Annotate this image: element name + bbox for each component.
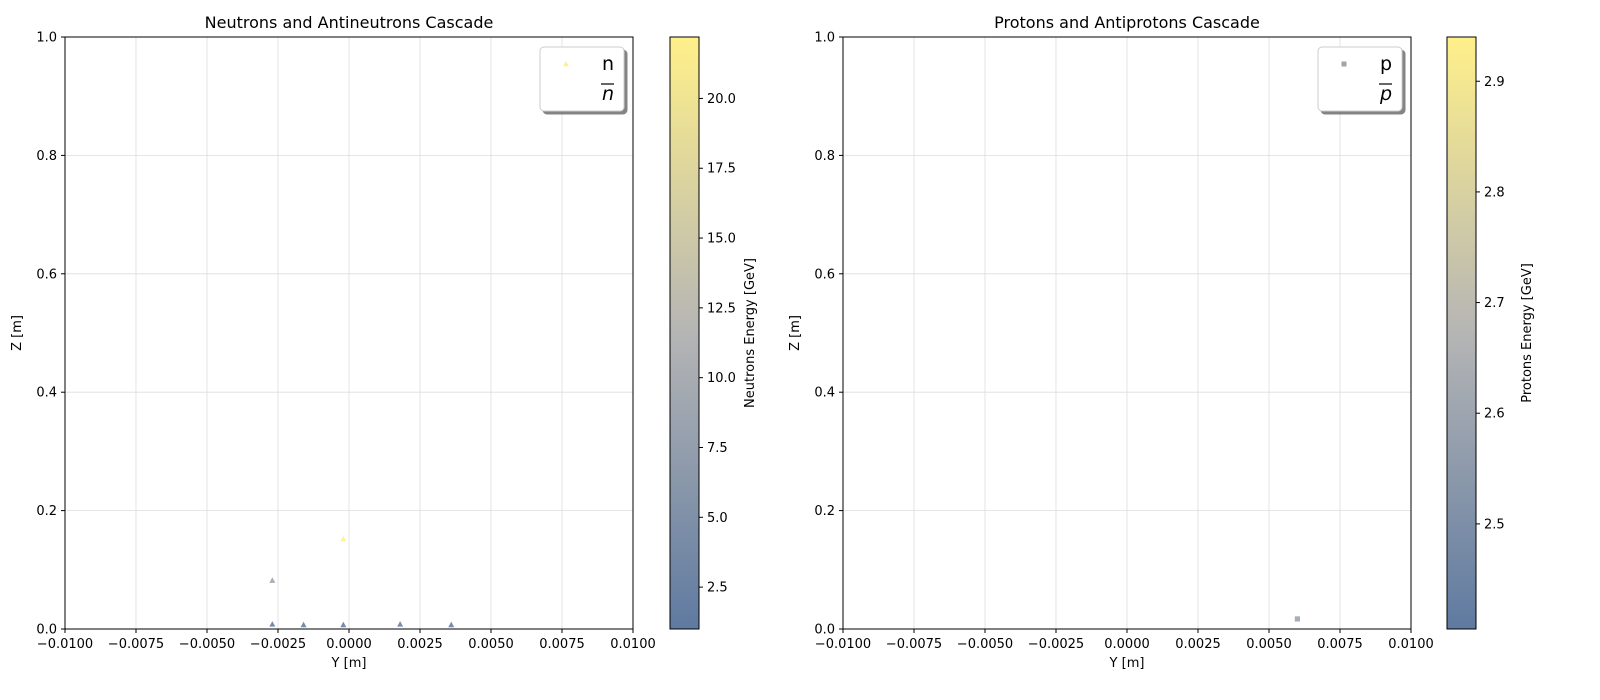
legend: pp <box>1317 46 1403 112</box>
y-tick-label: 0.6 <box>36 267 57 282</box>
x-tick-label: 0.0100 <box>1388 637 1434 652</box>
y-tick-label: 0.4 <box>814 386 835 401</box>
x-tick-label: −0.0100 <box>37 637 93 652</box>
data-point-p-1 <box>1294 616 1300 622</box>
x-axis-label: Y [m] <box>1109 656 1145 671</box>
data-point-n-5 <box>448 621 455 628</box>
x-tick-label: −0.0075 <box>886 637 942 652</box>
legend-label-anti-n: n <box>602 83 614 105</box>
colorbar-tick-label: 2.5 <box>707 581 728 596</box>
y-tick-label: 0.0 <box>814 623 835 638</box>
colorbar-tick-label: 17.5 <box>707 162 736 177</box>
y-tick-label: 1.0 <box>814 31 835 46</box>
y-tick-label: 0.2 <box>814 504 835 519</box>
colorbar-tick-label: 12.5 <box>707 301 736 316</box>
colorbar-gradient <box>1446 36 1477 630</box>
x-tick-label: 0.0075 <box>1317 637 1363 652</box>
colorbar-tick-label: 2.5 <box>1484 517 1505 532</box>
x-tick-label: 0.0075 <box>539 637 585 652</box>
x-tick-label: 0.0000 <box>1104 637 1150 652</box>
y-tick-label: 0.8 <box>814 149 835 164</box>
colorbar-tick-label: 15.0 <box>707 232 736 247</box>
legend-marker-undefined <box>563 61 569 67</box>
x-tick-label: 0.0100 <box>610 637 656 652</box>
y-tick-label: 0.8 <box>36 149 57 164</box>
y-tick-label: 0.4 <box>36 386 57 401</box>
chart-title: Neutrons and Antineutrons Cascade <box>205 13 494 32</box>
colorbar-tick-label: 2.9 <box>1484 75 1505 90</box>
data-point-n-2 <box>300 621 307 628</box>
legend-label-n: n <box>602 53 614 75</box>
y-tick-label: 0.6 <box>814 267 835 282</box>
x-tick-label: 0.0050 <box>1246 637 1292 652</box>
legend: nn <box>539 46 625 112</box>
data-point-n-4 <box>397 621 404 627</box>
legend-label-anti-p: p <box>1379 83 1392 105</box>
colorbar: 2.5 5.0 7.5 10.0 12.5 15.0 17.5 20.0 Neutrons En… <box>669 36 758 630</box>
x-tick-label: 0.0025 <box>397 637 443 652</box>
colorbar-gradient <box>669 36 700 630</box>
x-tick-label: −0.0025 <box>1028 637 1084 652</box>
x-tick-label: 0.0000 <box>326 637 372 652</box>
colorbar-tick-label: 2.8 <box>1484 185 1505 200</box>
legend-box <box>539 46 625 112</box>
colorbar-label: Neutrons Energy [GeV] <box>743 258 758 408</box>
chart-panel-1: −0.0100 −0.0075 −0.0050 −0.0025 0.0000 0.0025… <box>10 13 758 671</box>
y-axis-label: Z [m] <box>10 315 25 351</box>
x-tick-label: −0.0100 <box>815 637 871 652</box>
chart-panel-2: −0.0100 −0.0075 −0.0050 −0.0025 0.0000 0.0025… <box>788 13 1535 671</box>
colorbar-tick-label: 10.0 <box>707 371 736 386</box>
colorbar-tick-label: 5.0 <box>707 511 728 526</box>
colorbar-tick-label: 2.7 <box>1484 296 1505 311</box>
colorbar-tick-label: 20.0 <box>707 92 736 107</box>
x-tick-label: −0.0025 <box>250 637 306 652</box>
x-tick-label: −0.0050 <box>957 637 1013 652</box>
y-tick-label: 0.0 <box>36 623 57 638</box>
legend-label-p: p <box>1380 53 1392 75</box>
x-tick-label: −0.0075 <box>108 637 164 652</box>
colorbar-tick-label: 2.6 <box>1484 407 1505 422</box>
colorbar-label: Protons Energy [GeV] <box>1520 263 1535 403</box>
data-point-n-6 <box>269 577 276 583</box>
x-tick-label: −0.0050 <box>179 637 235 652</box>
y-tick-label: 1.0 <box>36 31 57 46</box>
y-axis-label: Z [m] <box>788 315 803 351</box>
legend-box <box>1317 46 1403 112</box>
colorbar: 2.5 2.6 2.7 2.8 2.9 Protons Energy [GeV] <box>1446 36 1535 630</box>
data-point-n-3 <box>340 621 347 628</box>
x-axis-label: Y [m] <box>331 656 367 671</box>
x-tick-label: 0.0025 <box>1175 637 1221 652</box>
legend-marker-undefined <box>1341 61 1347 67</box>
chart-title: Protons and Antiprotons Cascade <box>994 13 1260 32</box>
colorbar-tick-label: 7.5 <box>707 441 728 456</box>
y-tick-label: 0.2 <box>36 504 57 519</box>
data-point-n-7 <box>340 535 347 542</box>
x-tick-label: 0.0050 <box>468 637 514 652</box>
data-point-n-1 <box>269 621 276 627</box>
